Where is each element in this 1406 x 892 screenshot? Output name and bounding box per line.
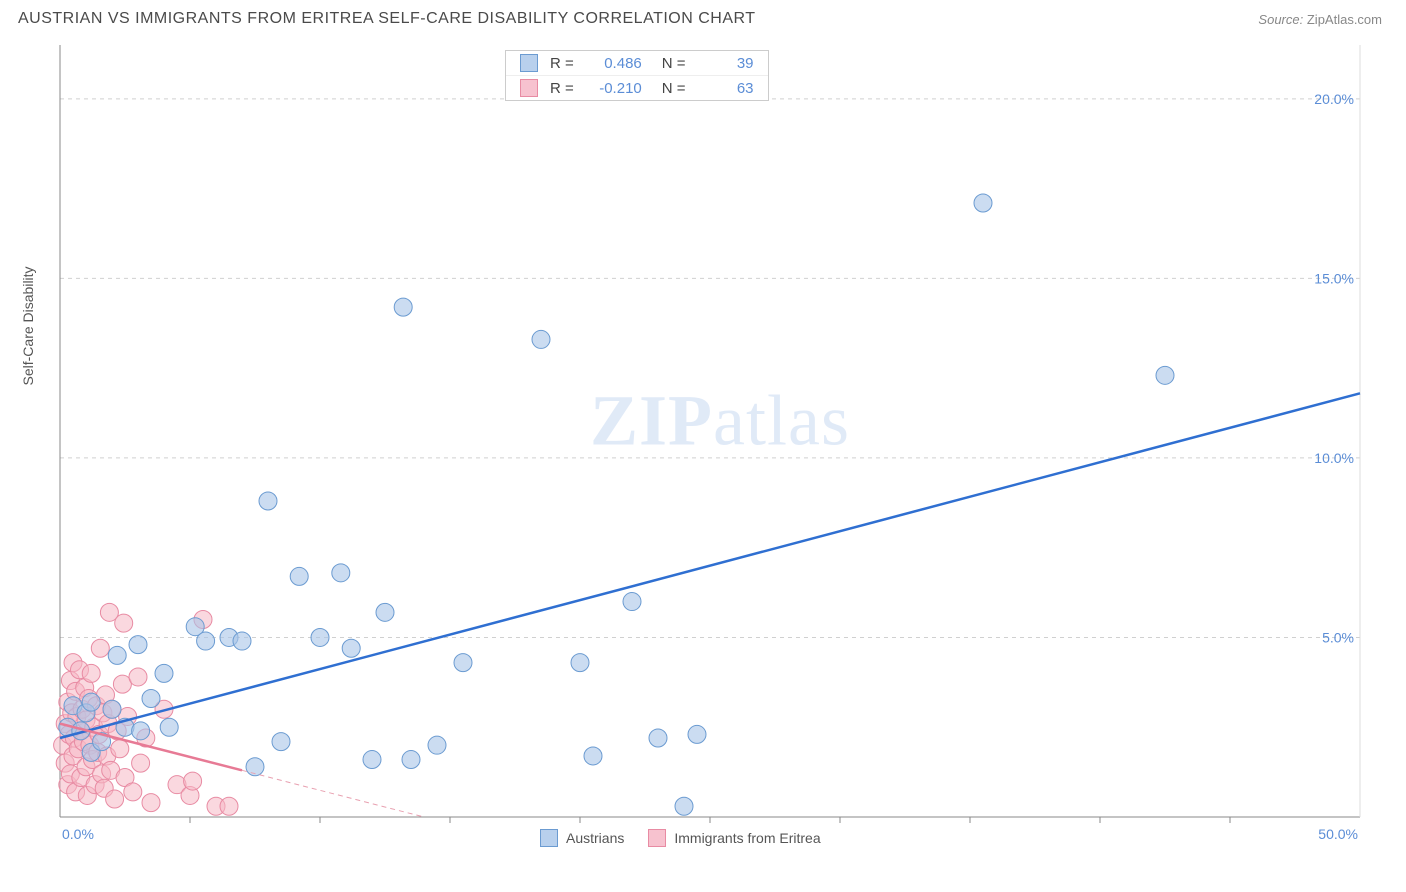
legend-row-austrians: R = 0.486 N = 39 [506, 51, 768, 75]
source-value: ZipAtlas.com [1307, 12, 1382, 27]
swatch-eritrea-icon [648, 829, 666, 847]
legend-correlation: R = 0.486 N = 39 R = -0.210 N = 63 [505, 50, 769, 101]
y-axis-label: Self-Care Disability [20, 266, 36, 385]
svg-text:50.0%: 50.0% [1318, 826, 1358, 842]
chart-area: Self-Care Disability 5.0%10.0%15.0%20.0%… [50, 45, 1390, 845]
legend-label-eritrea: Immigrants from Eritrea [674, 830, 820, 846]
svg-text:10.0%: 10.0% [1314, 450, 1354, 466]
legend-r-label: R = [550, 55, 574, 72]
legend-n-value-a: 39 [698, 55, 754, 72]
svg-text:15.0%: 15.0% [1314, 270, 1354, 286]
svg-text:20.0%: 20.0% [1314, 91, 1354, 107]
chart-title: AUSTRIAN VS IMMIGRANTS FROM ERITREA SELF… [18, 10, 756, 28]
legend-r-label: R = [550, 80, 574, 97]
legend-r-value-a: 0.486 [586, 55, 642, 72]
legend-label-austrians: Austrians [566, 830, 624, 846]
legend-item-eritrea: Immigrants from Eritrea [648, 829, 820, 847]
legend-n-label: N = [662, 80, 686, 97]
legend-n-value-b: 63 [698, 80, 754, 97]
svg-text:0.0%: 0.0% [62, 826, 94, 842]
legend-item-austrians: Austrians [540, 829, 624, 847]
swatch-austrians-icon [540, 829, 558, 847]
svg-text:5.0%: 5.0% [1322, 629, 1354, 645]
legend-n-label: N = [662, 55, 686, 72]
source-label: Source: [1258, 12, 1303, 27]
swatch-eritrea-icon [520, 79, 538, 97]
legend-row-eritrea: R = -0.210 N = 63 [506, 75, 768, 100]
chart-header: AUSTRIAN VS IMMIGRANTS FROM ERITREA SELF… [0, 0, 1406, 36]
swatch-austrians-icon [520, 54, 538, 72]
scatter-chart: 5.0% 10.0% 15.0% 20.0% 0.0% 50.0% [50, 45, 1390, 845]
source-attribution: Source: ZipAtlas.com [1258, 12, 1382, 27]
legend-r-value-b: -0.210 [586, 80, 642, 97]
legend-series: Austrians Immigrants from Eritrea [540, 829, 821, 847]
